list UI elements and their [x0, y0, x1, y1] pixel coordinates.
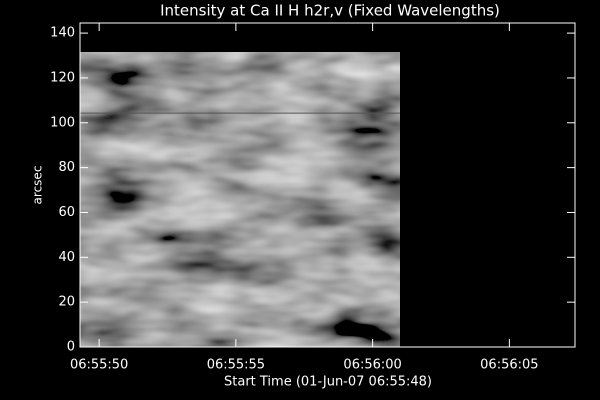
x-tick-label: 06:55:55	[207, 358, 265, 373]
x-tick-label: 06:56:00	[343, 358, 401, 373]
y-tick-label: 0	[67, 340, 75, 355]
y-tick-label: 40	[58, 250, 75, 265]
y-axis-label: arcsec	[31, 166, 45, 205]
y-tick-label: 80	[58, 160, 75, 175]
x-axis-label: Start Time (01-Jun-07 06:55:48)	[224, 375, 432, 390]
plot-frame	[79, 22, 576, 348]
chart-title: Intensity at Ca II H h2r,v (Fixed Wavele…	[160, 2, 500, 20]
y-tick-label: 100	[50, 115, 75, 130]
y-tick-label: 120	[50, 70, 75, 85]
y-tick-label: 60	[58, 205, 75, 220]
x-tick-label: 06:55:50	[70, 358, 128, 373]
y-tick-label: 20	[58, 295, 75, 310]
y-tick-label: 140	[50, 26, 75, 41]
intensity-image	[80, 52, 400, 347]
x-tick-label: 06:56:05	[480, 358, 538, 373]
